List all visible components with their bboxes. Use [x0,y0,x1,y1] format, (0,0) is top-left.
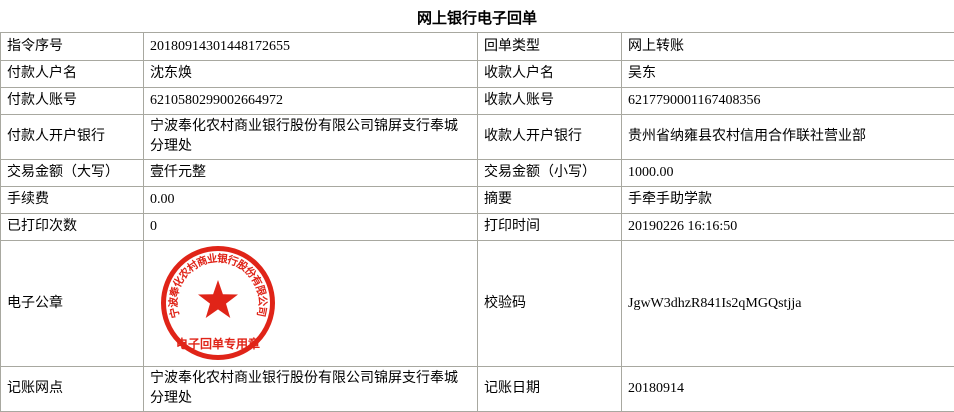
label-check-code: 校验码 [478,241,622,367]
label-booking-date: 记账日期 [478,367,622,412]
label-payee-bank: 收款人开户银行 [478,115,622,160]
label-payer-bank: 付款人开户银行 [1,115,144,160]
value-summary: 手牵手助学款 [622,187,954,214]
page-title: 网上银行电子回单 [0,0,954,32]
value-print-count: 0 [144,214,478,241]
stamp-star-icon [198,280,238,318]
label-print-time: 打印时间 [478,214,622,241]
table-row: 付款人开户银行 宁波奉化农村商业银行股份有限公司锦屏支行奉城分理处 收款人开户银… [1,115,954,160]
value-payer-name: 沈东焕 [144,61,478,88]
label-booking-branch: 记账网点 [1,367,144,412]
stamp-bottom-text: 电子回单专用章 [176,336,260,351]
value-amount-figures: 1000.00 [622,160,954,187]
label-payer-account: 付款人账号 [1,88,144,115]
label-amount-figures: 交易金额（小写） [478,160,622,187]
label-summary: 摘要 [478,187,622,214]
table-row: 付款人户名 沈东焕 收款人户名 吴东 [1,61,954,88]
table-row: 已打印次数 0 打印时间 20190226 16:16:50 [1,214,954,241]
value-booking-branch: 宁波奉化农村商业银行股份有限公司锦屏支行奉城分理处 [144,367,478,412]
label-payee-name: 收款人户名 [478,61,622,88]
value-payee-bank: 贵州省纳雍县农村信用合作联社营业部 [622,115,954,160]
table-row: 付款人账号 6210580299002664972 收款人账号 62177900… [1,88,954,115]
value-receipt-type: 网上转账 [622,33,954,61]
value-instruction-number: 20180914301448172655 [144,33,478,61]
value-service-fee: 0.00 [144,187,478,214]
label-print-count: 已打印次数 [1,214,144,241]
table-row: 手续费 0.00 摘要 手牵手助学款 [1,187,954,214]
value-booking-date: 20180914 [622,367,954,412]
label-payer-name: 付款人户名 [1,61,144,88]
table-row: 记账网点 宁波奉化农村商业银行股份有限公司锦屏支行奉城分理处 记账日期 2018… [1,367,954,412]
value-payer-bank: 宁波奉化农村商业银行股份有限公司锦屏支行奉城分理处 [144,115,478,160]
value-payee-account: 6217790001167408356 [622,88,954,115]
value-check-code: JgwW3dhzR841Is2qMGQstjja [622,241,954,367]
value-amount-words: 壹仟元整 [144,160,478,187]
electronic-seal-stamp: 宁波奉化农村商业银行股份有限公司 电子回单专用章 [152,244,284,364]
label-service-fee: 手续费 [1,187,144,214]
table-row: 指令序号 20180914301448172655 回单类型 网上转账 [1,33,954,61]
value-print-time: 20190226 16:16:50 [622,214,954,241]
value-electronic-seal: 宁波奉化农村商业银行股份有限公司 电子回单专用章 [144,241,478,367]
table-row: 电子公章 宁波奉化农村商业银行股份有限公司 电子回单专用章 校验码 JgwW3d… [1,241,954,367]
label-electronic-seal: 电子公章 [1,241,144,367]
label-amount-words: 交易金额（大写） [1,160,144,187]
receipt-table: 指令序号 20180914301448172655 回单类型 网上转账 付款人户… [0,32,954,412]
value-payee-name: 吴东 [622,61,954,88]
table-row: 交易金额（大写） 壹仟元整 交易金额（小写） 1000.00 [1,160,954,187]
label-payee-account: 收款人账号 [478,88,622,115]
value-payer-account: 6210580299002664972 [144,88,478,115]
label-instruction-number: 指令序号 [1,33,144,61]
label-receipt-type: 回单类型 [478,33,622,61]
